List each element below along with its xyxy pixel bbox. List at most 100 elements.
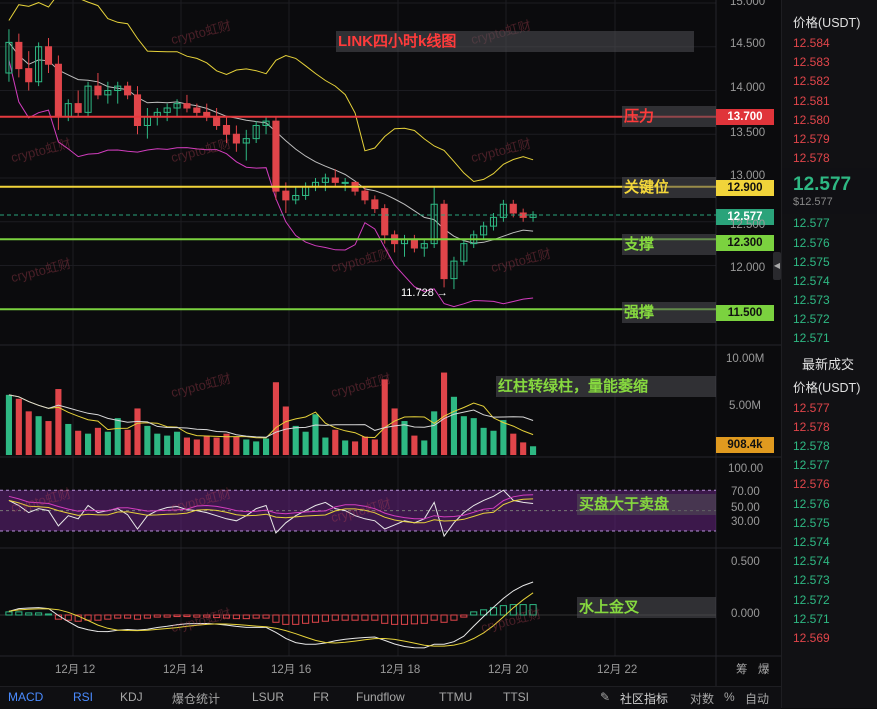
macd-histogram-bar <box>104 614 112 620</box>
macd-histogram-bar <box>153 614 161 618</box>
rsi-signal-2 <box>8 494 534 520</box>
volume-tick: 10.00M <box>726 353 765 365</box>
bid-row[interactable]: 12.573 <box>793 293 830 308</box>
candle <box>292 195 300 201</box>
macd-histogram-bar <box>44 613 53 616</box>
volume-bar <box>292 425 299 455</box>
volume-bar <box>322 437 329 455</box>
level-tag-support: 12.300 <box>716 235 774 251</box>
date-tick: 12月 14 <box>163 664 204 676</box>
level-tag-resistance: 13.700 <box>716 109 774 125</box>
date-tick: 12月 20 <box>488 664 529 676</box>
volume-bar <box>282 406 289 455</box>
price-tick: 12.000 <box>730 262 766 274</box>
last-price: 12.577 <box>793 174 852 196</box>
current-price-tag: 12.577 <box>716 209 774 225</box>
ask-row[interactable]: 12.583 <box>793 55 830 70</box>
trade-row: 12.577 <box>793 458 830 473</box>
macd-histogram-bar <box>272 614 280 623</box>
tab-liquidation-stats[interactable]: 爆仓统计 <box>172 692 221 706</box>
tab-ttsi[interactable]: TTSI <box>503 690 529 704</box>
main-chart[interactable] <box>0 0 781 686</box>
candle <box>282 190 290 201</box>
ask-row[interactable]: 12.579 <box>793 131 830 146</box>
candle <box>25 68 33 83</box>
candle <box>232 133 240 144</box>
bid-row[interactable]: 12.571 <box>793 331 830 346</box>
level-tag-key: 12.900 <box>716 180 774 196</box>
trade-row: 12.578 <box>793 419 830 434</box>
candle <box>183 103 191 109</box>
community-indicators-button[interactable]: 社区指标 <box>620 692 669 706</box>
date-tick: 12月 16 <box>271 664 312 676</box>
rsi-tick: 100.00 <box>728 463 764 475</box>
level-label-resistance: 压力 <box>622 106 716 127</box>
macd-histogram-bar <box>519 604 527 616</box>
ask-row[interactable]: 12.584 <box>793 36 830 50</box>
ask-row[interactable]: 12.582 <box>793 74 830 89</box>
candle <box>213 116 221 126</box>
macd-histogram-bar <box>529 604 537 616</box>
volume-bar <box>421 440 428 455</box>
macd-histogram-bar <box>302 614 310 624</box>
bid-row[interactable]: 12.576 <box>793 235 830 250</box>
auto-scale-toggle[interactable]: 自动 <box>745 692 770 706</box>
candle <box>222 125 231 135</box>
recent-trades-title[interactable]: 最新成交 <box>802 356 855 372</box>
ask-row[interactable]: 12.580 <box>793 112 830 127</box>
candle <box>262 120 270 126</box>
macd-histogram-bar <box>391 614 399 625</box>
volume-bar <box>253 441 260 455</box>
candle <box>74 103 82 113</box>
tab-rsi[interactable]: RSI <box>73 690 94 704</box>
volume-bar <box>302 431 309 455</box>
volume-bar <box>114 418 121 455</box>
tab-kdj[interactable]: KDJ <box>120 690 143 704</box>
macd-histogram-bar <box>351 614 359 621</box>
bid-row[interactable]: 12.574 <box>793 273 830 288</box>
bid-row[interactable]: 12.577 <box>793 216 830 231</box>
bid-row[interactable]: 12.575 <box>793 254 830 269</box>
percent-scale-toggle[interactable]: % <box>724 690 735 704</box>
price-tick: 14.500 <box>730 38 766 50</box>
liquidation-icon[interactable]: 爆 <box>758 664 770 676</box>
macd-histogram-bar <box>420 614 428 624</box>
fill-icon[interactable]: 筹 <box>736 664 748 676</box>
price-tick: 15.000 <box>730 0 766 8</box>
volume-bar <box>94 427 102 455</box>
volume-bar <box>411 435 418 455</box>
edit-icon[interactable]: ✎ <box>600 690 611 704</box>
tab-fr[interactable]: FR <box>313 690 329 704</box>
macd-histogram-bar <box>213 614 221 619</box>
trade-row: 12.576 <box>793 496 830 511</box>
volume-tag: 908.4k <box>716 437 774 453</box>
volume-bar <box>35 416 42 455</box>
volume-bar <box>272 382 280 455</box>
volume-bar <box>144 425 151 455</box>
candle <box>163 107 171 113</box>
collapse-handle[interactable]: ◀ <box>773 252 781 280</box>
candle <box>114 85 122 91</box>
log-scale-toggle[interactable]: 对数 <box>690 692 715 706</box>
volume-bar <box>65 423 72 455</box>
rsi-annotation: 买盘大于卖盘 <box>577 494 716 515</box>
tab-lsur[interactable]: LSUR <box>252 690 285 704</box>
candle <box>44 46 53 65</box>
candle <box>499 203 507 218</box>
volume-bar <box>84 433 92 455</box>
macd-histogram-bar <box>232 614 240 620</box>
volume-bar <box>25 411 32 455</box>
volume-bar <box>5 394 13 455</box>
tab-ttmu[interactable]: TTMU <box>439 690 473 704</box>
candle <box>460 243 468 262</box>
ask-row[interactable]: 12.578 <box>793 151 830 166</box>
macd-annotation: 水上金叉 <box>577 597 716 618</box>
bid-row[interactable]: 12.572 <box>793 312 830 327</box>
tab-macd[interactable]: MACD <box>8 690 44 704</box>
volume-bar <box>203 435 210 455</box>
macd-histogram-bar <box>124 614 132 619</box>
tab-fundflow[interactable]: Fundflow <box>356 690 405 704</box>
ask-row[interactable]: 12.581 <box>793 93 830 108</box>
volume-bar <box>470 418 477 455</box>
candle <box>489 216 498 227</box>
